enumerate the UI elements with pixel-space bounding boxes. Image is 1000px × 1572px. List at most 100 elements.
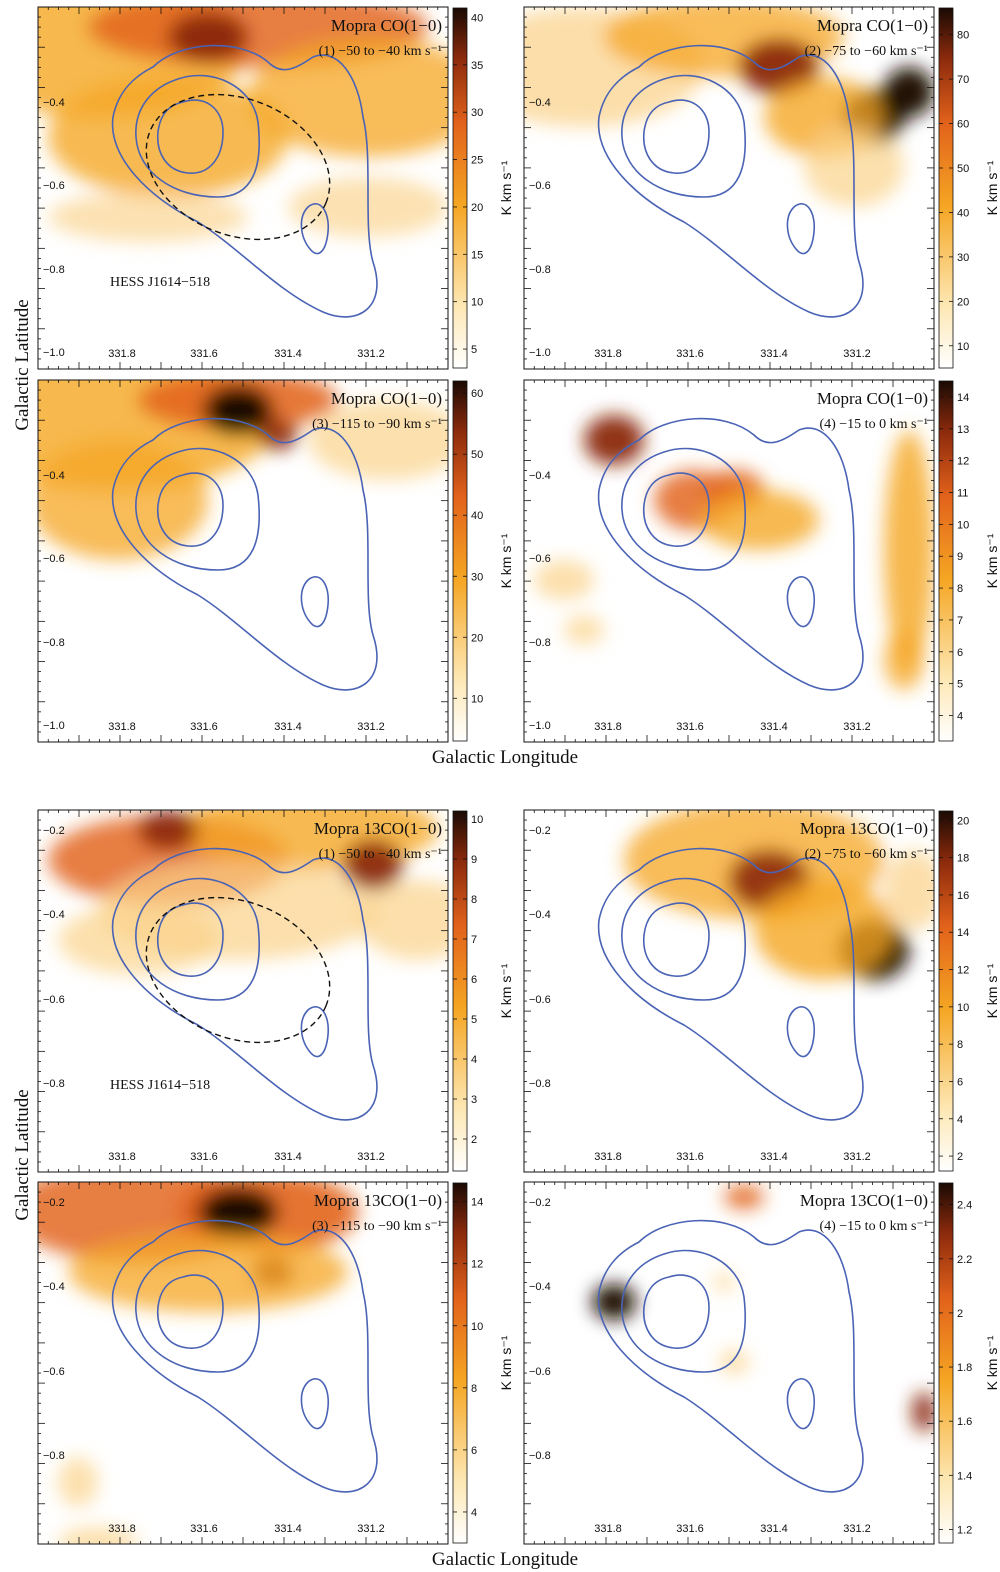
colorbar-tick-label: 60: [471, 388, 483, 400]
panel-2: 331.8 331.6 331.4 331.2 −0.4 −0.6 −0.8 −1.0 Mopr…: [523, 6, 1000, 370]
panel-subtitle: (1) −50 to −40 km s⁻¹: [319, 44, 442, 59]
heatmap-1: [38, 7, 448, 369]
colorbar-tick-label: 7: [471, 934, 477, 946]
x-tick-label: 331.2: [843, 348, 871, 360]
contour-outer: [111, 417, 378, 691]
heatmap-5: [38, 810, 448, 1172]
x-tick-label: 331.8: [108, 1151, 136, 1163]
panel-5: 331.8 331.6 331.4 331.2 −0.2 −0.4 −0.6 −0.8 Mopr…: [37, 809, 514, 1173]
colorbar-tick-label: 4: [957, 711, 963, 723]
panel-subtitle: (2) −75 to −60 km s⁻¹: [805, 847, 928, 862]
contour-inner: [157, 902, 224, 977]
colorbar-tick-label: 14: [471, 1197, 483, 1209]
x-tick-label: 331.2: [357, 1523, 385, 1535]
y-tick-label: −0.2: [43, 825, 65, 837]
emission-3-6: [308, 400, 448, 480]
x-tick-label: 331.4: [760, 348, 788, 360]
colorbar-tick-label: 40: [471, 12, 483, 24]
colorbar-unit: K km s⁻¹: [984, 160, 1000, 215]
contour-small: [786, 1006, 816, 1058]
colorbar-tick-label: 4: [957, 1114, 963, 1126]
colorbar-tick-label: 9: [471, 854, 477, 866]
colorbar-tick-label: 2: [957, 1308, 963, 1320]
y-tick-label: −0.4: [43, 470, 65, 482]
x-tick-label: 331.8: [594, 348, 622, 360]
y-tick-label: −0.2: [529, 1197, 551, 1209]
colorbar-unit: K km s⁻¹: [498, 533, 514, 588]
contour-outer: [597, 847, 864, 1121]
colorbar-tick-label: 20: [957, 815, 969, 827]
y-axis-label-bottom: Galactic Latitude: [12, 1089, 33, 1220]
colorbar-tick-label: 70: [957, 74, 969, 86]
x-tick-label: 331.6: [190, 721, 218, 733]
y-tick-label: −0.8: [43, 1450, 65, 1462]
y-tick-label: −0.6: [43, 553, 65, 565]
x-tick-label: 331.2: [357, 348, 385, 360]
x-tick-label: 331.6: [676, 1523, 704, 1535]
emission-3-3: [203, 385, 273, 435]
contour-small: [786, 1378, 816, 1430]
emission-5-3: [343, 840, 403, 890]
heatmap-3: [38, 380, 448, 742]
contour-outer: [111, 847, 378, 1121]
emission-2-5: [884, 67, 934, 117]
contour-inner: [643, 902, 710, 977]
colorbar-3: 10 20 30 40 50 60 K km s⁻¹: [452, 380, 514, 742]
y-tick-label: −0.8: [43, 1078, 65, 1090]
contour-inner: [643, 1274, 710, 1349]
colorbar-tick-label: 5: [957, 679, 963, 691]
contour-inner: [157, 99, 224, 174]
y-tick-label: −0.4: [529, 909, 551, 921]
colorbar-tick-label: 8: [957, 1039, 963, 1051]
colorbar-tick-label: 14: [957, 392, 969, 404]
colorbar-tick-label: 60: [957, 119, 969, 131]
y-tick-label: −0.4: [43, 1281, 65, 1293]
x-tick-label: 331.2: [843, 1523, 871, 1535]
colorbar-tick-label: 10: [471, 814, 483, 826]
colorbar-tick-label: 3: [471, 1094, 477, 1106]
colorbar-tick-label: 40: [471, 510, 483, 522]
contour-middle: [135, 447, 260, 571]
colorbar-tick-label: 10: [471, 1321, 483, 1333]
emission-8-2: [724, 1185, 764, 1209]
colorbar-tick-label: 5: [471, 1014, 477, 1026]
y-tick-label: −0.8: [529, 1078, 551, 1090]
contour-small: [300, 576, 330, 628]
colorbar-tick-label: 6: [471, 974, 477, 986]
emission-5-4: [138, 810, 198, 850]
colorbar-tick-label: 6: [471, 1445, 477, 1457]
colorbar-tick-label: 15: [471, 249, 483, 261]
colorbar-tick-label: 11: [957, 488, 968, 500]
y-tick-label: −0.8: [529, 637, 551, 649]
panel-6: 331.8 331.6 331.4 331.2 −0.2 −0.4 −0.6 −0.8 Mopr…: [523, 809, 1000, 1173]
panel-title: Mopra 13CO(1−0): [314, 1191, 442, 1210]
panel-1: 331.8 331.6 331.4 331.2 −0.4 −0.6 −0.8 −1.0 Mopr…: [37, 6, 514, 370]
panel-subtitle: (4) −15 to 0 km s⁻¹: [819, 1219, 928, 1234]
panel-4: 331.8 331.6 331.4 331.2 −0.4 −0.6 −0.8 −1.0 Mopr…: [523, 379, 1000, 743]
emission-8-1: [592, 1284, 636, 1320]
dashed-ellipse: [145, 93, 331, 241]
colorbar-tick-label: 20: [957, 296, 969, 308]
colorbar-unit: K km s⁻¹: [984, 1335, 1000, 1390]
x-tick-label: 331.6: [676, 348, 704, 360]
colorbar-tick-label: 6: [957, 1076, 963, 1088]
x-tick-label: 331.4: [760, 1151, 788, 1163]
y-tick-label: −1.0: [43, 720, 65, 732]
colorbar-tick-label: 8: [957, 583, 963, 595]
panel-3: 331.8 331.6 331.4 331.2 −0.4 −0.6 −0.8 −1.0 Mopr…: [37, 379, 514, 743]
contour-inner: [157, 472, 224, 547]
source-label: HESS J1614−518: [110, 275, 210, 290]
panel-title: Mopra CO(1−0): [817, 16, 928, 35]
colorbar-5: 2 3 4 5 6 7 8 9 10 K km s⁻¹: [452, 810, 514, 1172]
colorbar-7: 4 6 8 10 12 14 K km s⁻¹: [452, 1182, 514, 1544]
contour-outer: [597, 417, 864, 691]
emission-4-8: [564, 615, 604, 645]
emission-6-5: [884, 850, 934, 930]
contour-middle: [135, 74, 260, 198]
colorbar-tick-label: 10: [471, 693, 483, 705]
y-tick-label: −0.8: [529, 1450, 551, 1462]
contour-small: [786, 203, 816, 255]
colorbar-tick-label: 40: [957, 207, 969, 219]
panel-subtitle: (3) −115 to −90 km s⁻¹: [312, 1219, 442, 1234]
x-tick-label: 331.4: [760, 721, 788, 733]
